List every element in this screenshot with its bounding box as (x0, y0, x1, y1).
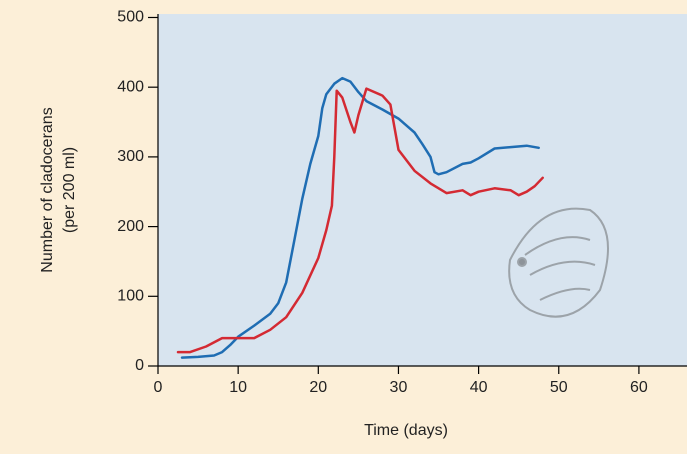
x-tick-label: 10 (229, 379, 247, 396)
x-tick-label: 50 (550, 379, 568, 396)
y-axis-label: (per 200 ml) (61, 147, 78, 233)
plot-area (158, 14, 687, 366)
y-tick-label: 300 (117, 148, 144, 165)
y-tick-label: 100 (117, 288, 144, 305)
cladoceran-illustration (508, 207, 609, 318)
y-tick-label: 0 (135, 357, 144, 374)
x-tick-label: 30 (390, 379, 408, 396)
y-axis-label: Number of cladocerans (39, 107, 56, 272)
x-tick-label: 40 (470, 379, 488, 396)
data-line (180, 76, 540, 359)
data-line (176, 87, 544, 354)
x-axis-label: Time (days) (364, 422, 448, 439)
y-tick-label: 200 (117, 218, 144, 235)
x-tick-label: 60 (630, 379, 648, 396)
y-tick-label: 500 (117, 9, 144, 26)
x-tick-label: 0 (154, 379, 163, 396)
x-tick-label: 20 (309, 379, 327, 396)
y-tick-label: 400 (117, 78, 144, 95)
